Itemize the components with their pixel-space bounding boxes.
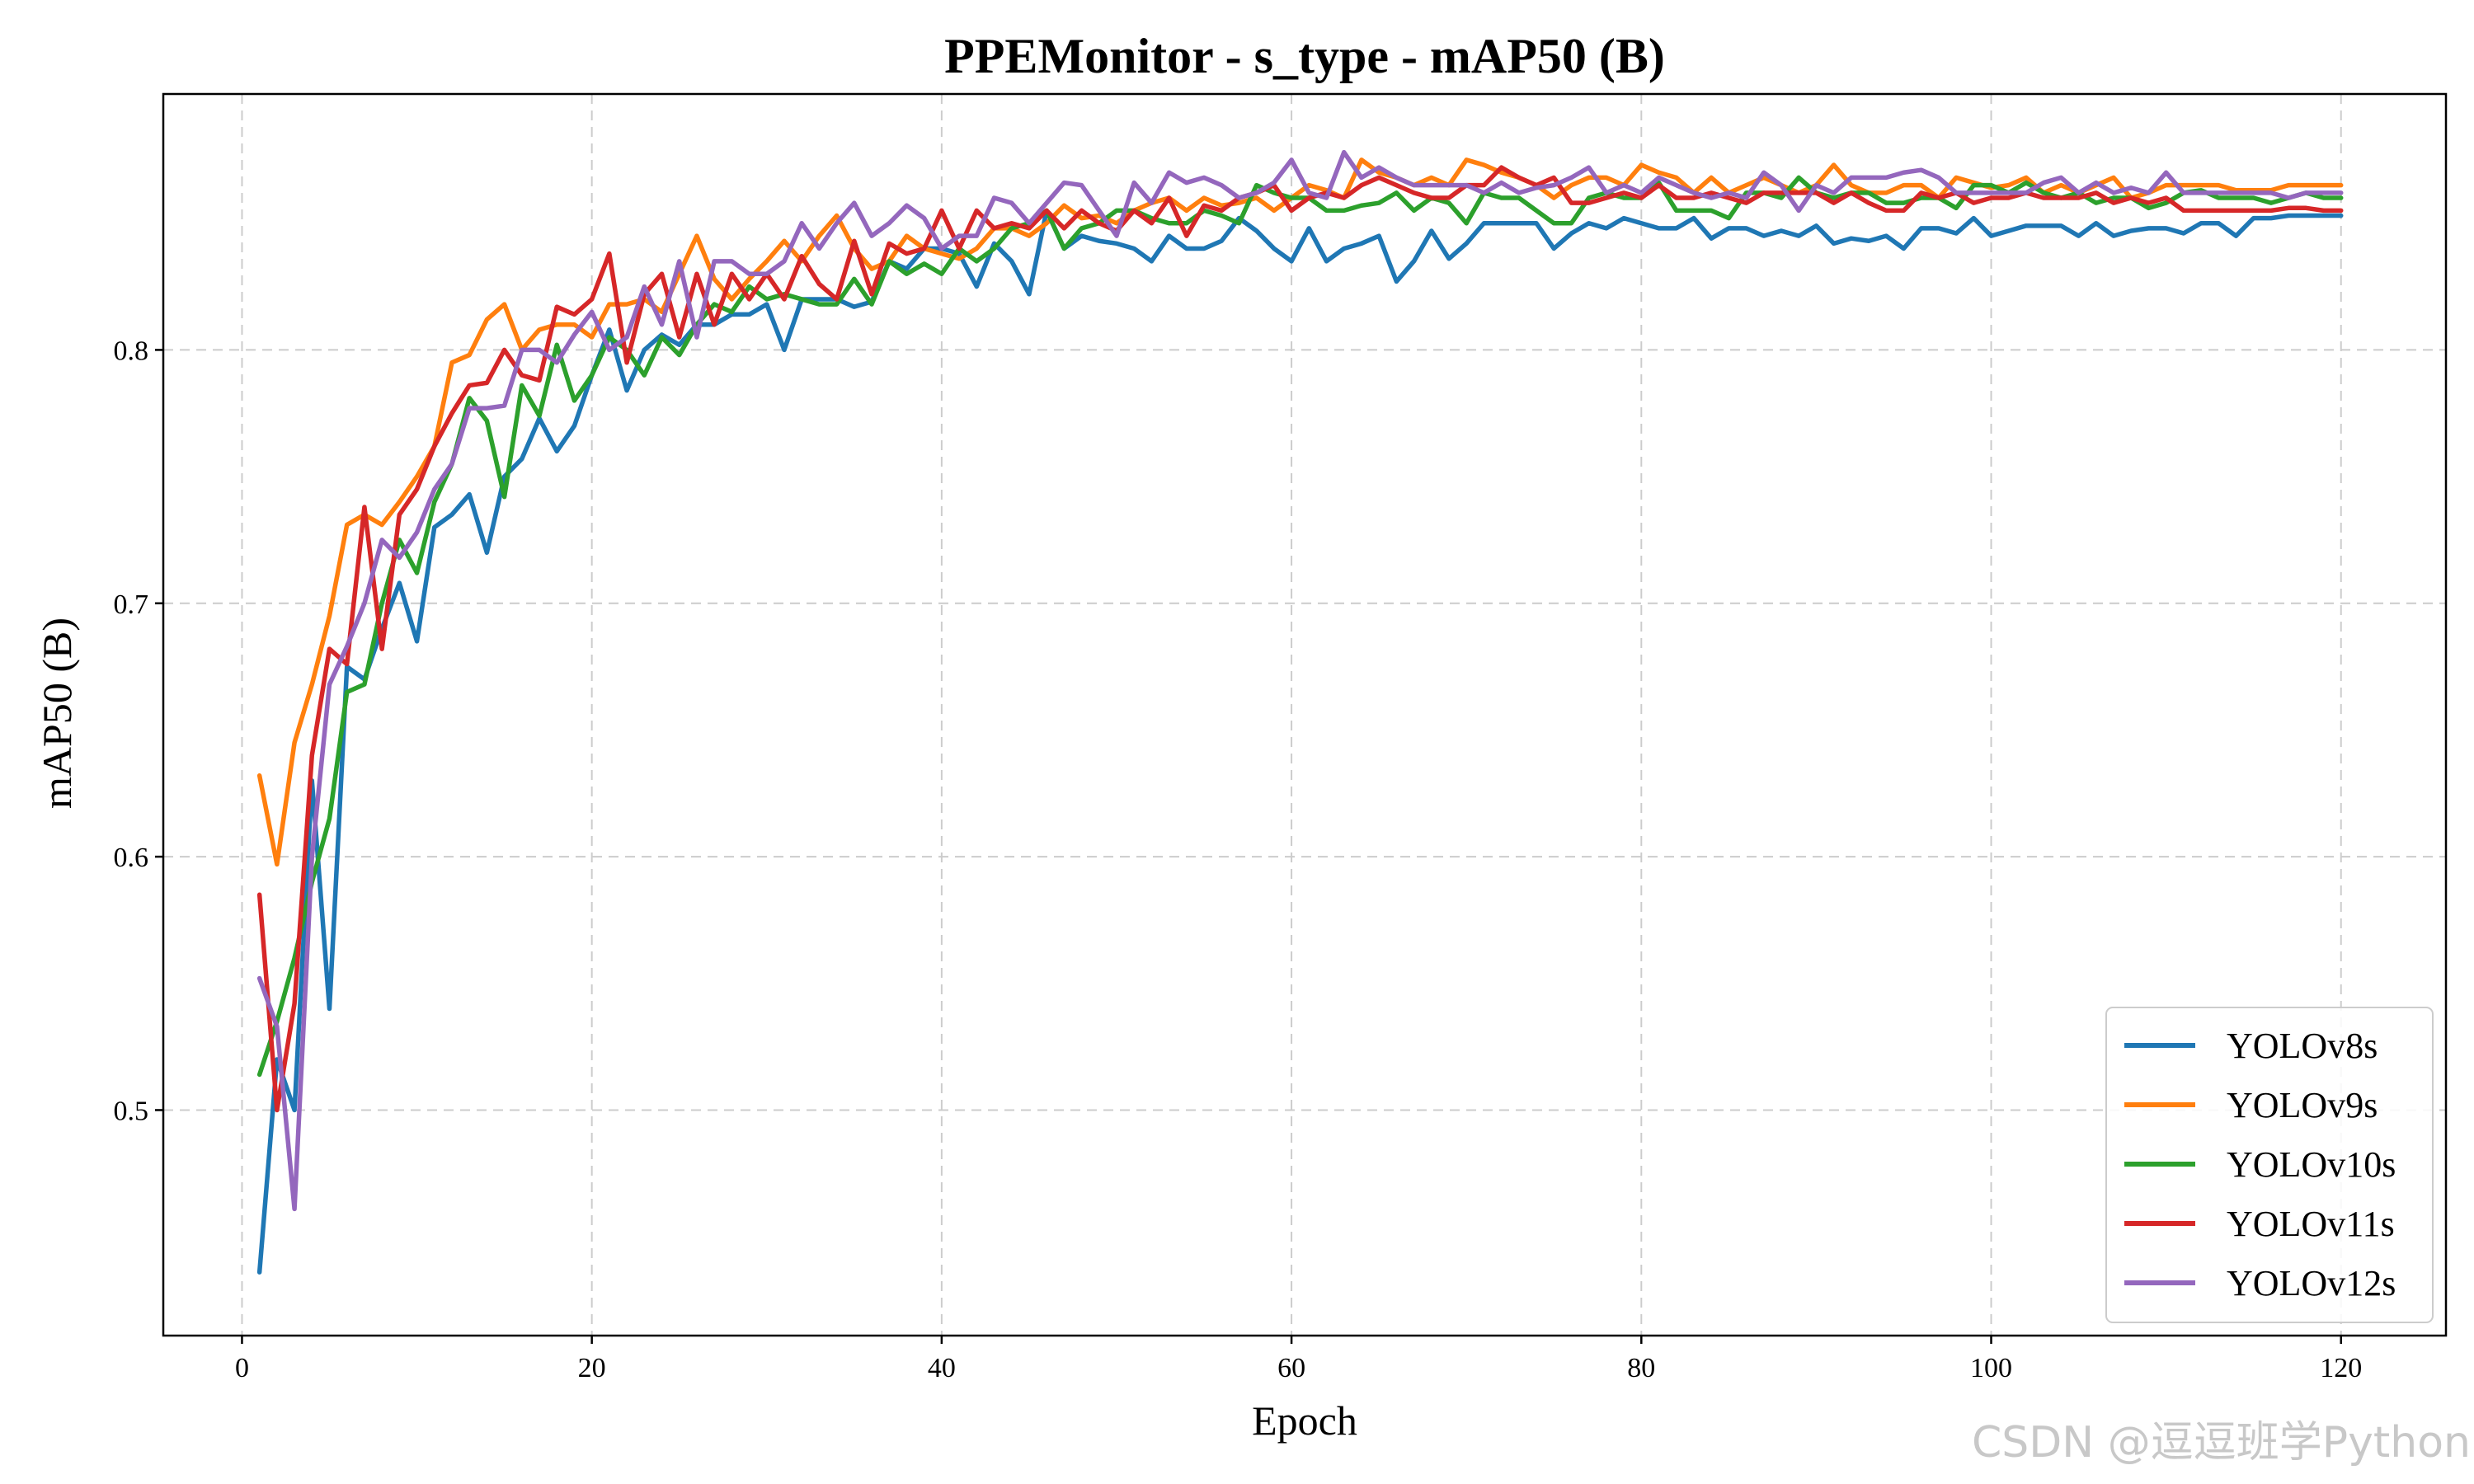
legend-label: YOLOv9s <box>2227 1085 2378 1125</box>
y-tick-label: 0.8 <box>114 336 149 366</box>
grid <box>163 94 2446 1336</box>
x-tick-label: 0 <box>235 1353 249 1383</box>
legend-box <box>2105 1007 2434 1323</box>
x-tick-label: 40 <box>928 1353 956 1383</box>
y-tick-label: 0.5 <box>114 1096 149 1126</box>
watermark-text: CSDN @逗逗班学Python <box>1971 1418 2471 1468</box>
x-tick-label: 80 <box>1627 1353 1655 1383</box>
plot-frame <box>162 92 2448 1337</box>
x-tick-label: 120 <box>2320 1353 2362 1383</box>
legend-label: YOLOv8s <box>2227 1026 2378 1066</box>
y-axis-label: mAP50 (B) <box>34 618 80 809</box>
x-tick-label: 20 <box>578 1353 606 1383</box>
chart-title: PPEMonitor - s_type - mAP50 (B) <box>944 29 1665 83</box>
legend-label: YOLOv12s <box>2227 1263 2396 1303</box>
legend: YOLOv8s YOLOv9s YOLOv10s YOLOv11s YOLOv12s <box>2105 1007 2434 1323</box>
legend-label: YOLOv10s <box>2227 1144 2396 1185</box>
y-tick-label: 0.7 <box>114 589 149 620</box>
series-line-yolov12s <box>256 149 2344 1212</box>
x-axis-label: Epoch <box>1252 1397 1357 1444</box>
series-line-yolov11s <box>256 165 2344 1113</box>
axis-ticks: 0 20 40 60 80 100 120 0.5 0.6 0.7 0.8 <box>114 336 2363 1383</box>
y-tick-label: 0.6 <box>114 843 149 873</box>
legend-label: YOLOv11s <box>2227 1204 2395 1244</box>
x-tick-label: 60 <box>1277 1353 1305 1383</box>
series-line-yolov8s <box>256 208 2344 1275</box>
series-lines <box>256 149 2344 1275</box>
x-tick-label: 100 <box>1970 1353 2012 1383</box>
